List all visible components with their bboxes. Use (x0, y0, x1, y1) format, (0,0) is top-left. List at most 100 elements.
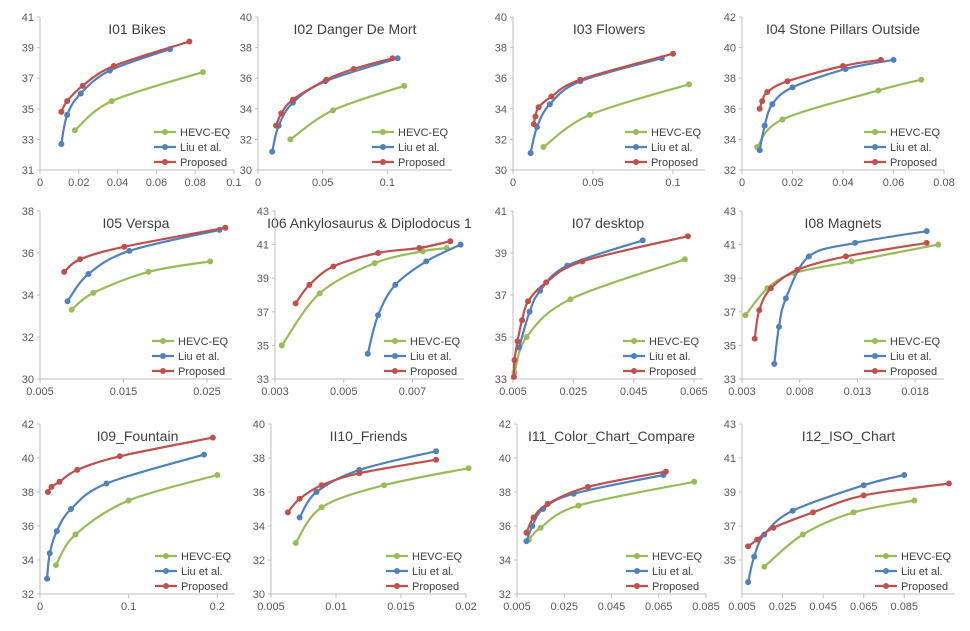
chart-title: I06 Ankylosaurus & Diplodocus 1 (267, 215, 472, 231)
y-tick-label: 38 (240, 43, 252, 55)
legend-label-proposed: Proposed (178, 366, 225, 378)
data-point-proposed (356, 470, 363, 477)
y-tick-label: 33 (724, 374, 736, 386)
data-point-hevc (918, 76, 925, 83)
data-point-proposed (794, 266, 801, 273)
y-tick-label: 36 (495, 73, 507, 85)
y-tick-label: 40 (495, 12, 507, 24)
x-tick-label: 0.1 (121, 601, 136, 613)
data-point-liu (860, 482, 867, 489)
legend-marker-liu (872, 144, 878, 150)
y-tick-label: 38 (724, 73, 736, 85)
legend-marker-hevc (392, 338, 398, 344)
y-tick-label: 37 (22, 73, 34, 85)
data-point-liu (789, 507, 796, 514)
legend-label-liu: Liu et al. (410, 351, 452, 363)
legend-label-hevc: HEVC-EQ (901, 551, 952, 563)
x-tick-label: 0.013 (844, 386, 872, 398)
y-tick-label: 40 (499, 453, 511, 465)
series-line-hevc (763, 499, 916, 568)
x-tick-label: 0.04 (107, 177, 128, 189)
x-tick-label: 0.005 (330, 386, 358, 398)
legend-marker-liu (392, 353, 398, 359)
y-tick-label: 32 (495, 134, 507, 146)
data-point-proposed (745, 543, 752, 550)
y-tick-label: 37 (724, 307, 736, 319)
y-tick-label: 35 (724, 555, 736, 567)
data-point-proposed (523, 529, 530, 536)
legend-marker-liu (160, 353, 166, 359)
legend-label-proposed: Proposed (410, 366, 457, 378)
y-tick-label: 41 (495, 206, 507, 218)
data-point-liu (782, 295, 789, 302)
data-point-hevc (779, 116, 786, 123)
y-tick-label: 38 (22, 487, 34, 499)
chart-title: I11_Color_Chart_Compare (528, 428, 695, 444)
x-tick-label: 0.085 (692, 601, 720, 613)
x-tick-label: 0.05 (312, 177, 333, 189)
x-tick-label: 0.045 (598, 601, 626, 613)
data-point-hevc (292, 540, 299, 546)
data-point-proposed (389, 55, 396, 62)
y-tick-label: 37 (724, 521, 736, 533)
data-point-proposed (511, 357, 518, 364)
data-point-liu (761, 122, 768, 129)
data-point-proposed (584, 483, 591, 490)
legend-marker-liu (394, 568, 400, 574)
data-point-hevc (52, 562, 59, 569)
series-line-hevc (294, 467, 470, 545)
x-tick-label: 0 (37, 601, 43, 613)
y-tick-label: 36 (253, 487, 265, 499)
data-point-liu (789, 84, 796, 91)
legend-label-liu: Liu et al. (398, 142, 440, 154)
y-tick-label: 30 (495, 165, 507, 177)
y-tick-label: 41 (257, 240, 269, 252)
data-point-hevc (214, 472, 221, 478)
x-tick-label: 0.065 (850, 601, 878, 613)
series-line-hevc (542, 83, 691, 149)
data-point-proposed (186, 38, 193, 45)
x-tick-label: 0.005 (503, 601, 531, 613)
data-point-hevc (318, 504, 325, 511)
y-tick-label: 40 (240, 12, 252, 24)
chart-panel-1: I01 Bikes 31 33 35 37 39 41 0 0.02 0.04 0.06 0.08 0.… (22, 12, 242, 189)
x-tick-label: 0.025 (560, 386, 588, 398)
x-tick-label: 0.065 (645, 601, 673, 613)
legend-marker-proposed (392, 368, 398, 374)
data-point-proposed (840, 62, 846, 69)
y-tick-label: 40 (253, 419, 265, 431)
data-point-hevc (68, 306, 75, 313)
data-point-hevc (575, 502, 582, 509)
data-point-liu (392, 281, 399, 288)
data-point-proposed (784, 78, 791, 85)
data-point-hevc (90, 289, 97, 296)
chart-title: I09_Fountain (97, 428, 179, 444)
data-point-proposed (662, 468, 669, 475)
x-tick-label: 0 (739, 177, 745, 189)
data-point-proposed (579, 258, 586, 265)
data-point-proposed (350, 66, 357, 73)
legend-marker-liu (872, 353, 878, 359)
x-tick-label: 0.005 (499, 386, 527, 398)
data-point-liu (523, 538, 530, 545)
data-point-proposed (330, 263, 337, 270)
y-tick-label: 43 (257, 206, 269, 218)
chart-panel-12: I12_ISO_Chart 35 37 39 41 43 0.005 0.025 0.045 0.… (724, 419, 955, 613)
y-tick-label: 34 (253, 521, 265, 533)
legend-marker-proposed (883, 583, 889, 589)
x-tick-label: 0.1 (226, 177, 241, 189)
x-tick-label: 0.08 (184, 177, 205, 189)
series-line-proposed (753, 241, 928, 340)
legend-label-hevc: HEVC-EQ (890, 127, 941, 139)
data-point-proposed (222, 224, 229, 231)
data-point-proposed (306, 281, 313, 288)
data-point-hevc (537, 524, 544, 531)
chart-panel-9: I09_Fountain 32 34 36 38 40 42 0 0.1 0.2 HEVC-EQ Li… (22, 419, 235, 613)
data-point-hevc (72, 531, 79, 538)
legend-marker-liu (883, 568, 889, 574)
y-tick-label: 38 (253, 453, 265, 465)
x-tick-label: 0.06 (883, 177, 904, 189)
legend-label-proposed: Proposed (652, 581, 699, 593)
x-tick-label: 0.015 (110, 386, 138, 398)
data-point-proposed (121, 243, 128, 250)
